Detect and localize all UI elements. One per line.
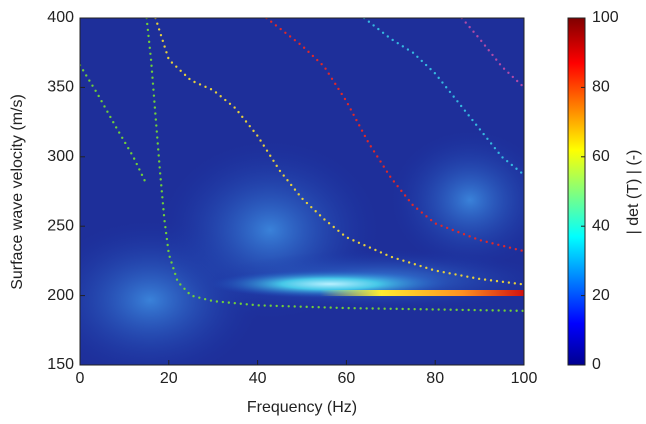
y-tick-label: 250 (47, 217, 74, 234)
colorbar (567, 17, 586, 366)
x-tick-label: 60 (338, 370, 356, 387)
colorbar-tick-label: 60 (592, 148, 610, 165)
colorbar-tick-label: 0 (592, 356, 601, 373)
y-axis-label: Surface wave velocity (m/s) (9, 94, 26, 290)
y-tick-label: 200 (47, 287, 74, 304)
y-tick-label: 400 (47, 9, 74, 26)
heatmap (80, 18, 524, 365)
colorbar-tick-label: 20 (592, 287, 610, 304)
y-tick-label: 300 (47, 148, 74, 165)
x-tick-label: 20 (160, 370, 178, 387)
colorbar-tick-label: 100 (592, 9, 619, 26)
y-tick-label: 150 (47, 356, 74, 373)
x-tick-label: 80 (426, 370, 444, 387)
mode-curve (362, 18, 524, 177)
y-tick-label: 350 (47, 79, 74, 96)
mode-curve (460, 18, 524, 89)
x-tick-label: 40 (249, 370, 267, 387)
x-axis-label: Frequency (Hz) (247, 399, 357, 416)
plot-frame (79, 17, 525, 366)
colorbar-tick-label: 40 (592, 217, 610, 234)
colorbar-label: | det (T) | (-) (625, 150, 642, 235)
x-tick-label: 0 (76, 370, 85, 387)
colorbar-tick-label: 80 (592, 79, 610, 96)
x-tick-label: 100 (511, 370, 538, 387)
mode-curve (265, 18, 524, 253)
mode-curve (154, 18, 524, 286)
